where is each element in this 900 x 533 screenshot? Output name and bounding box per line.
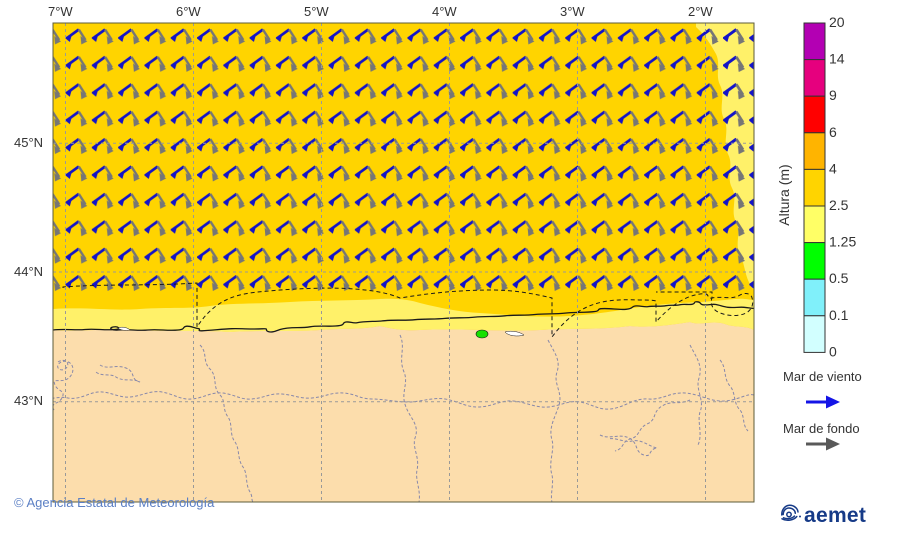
svg-text:aemet: aemet bbox=[804, 504, 866, 527]
